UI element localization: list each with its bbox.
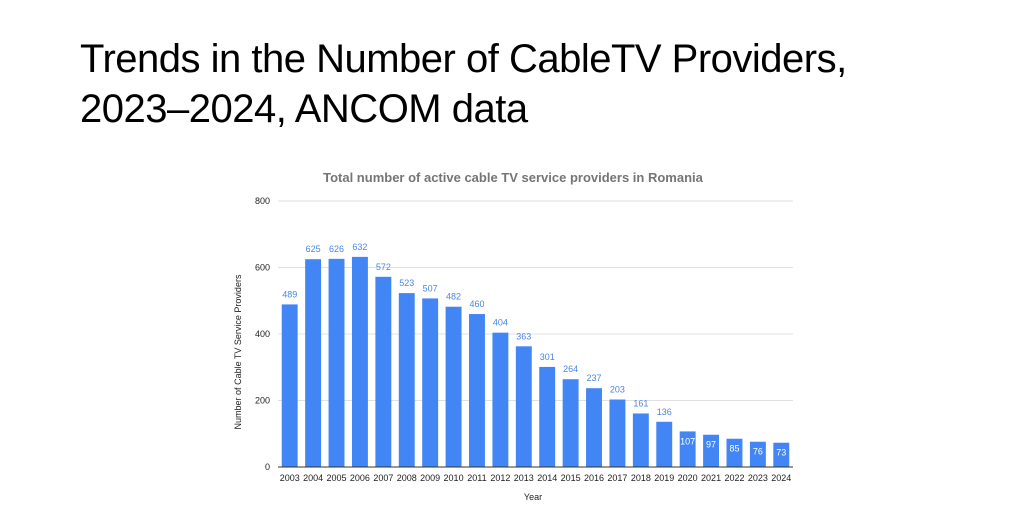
bar-chart-svg: Total number of active cable TV service … (233, 170, 793, 502)
x-tick-label: 2024 (771, 473, 791, 483)
data-label: 523 (399, 278, 414, 288)
x-tick-label: 2017 (607, 473, 627, 483)
bar (398, 293, 415, 467)
data-label: 489 (282, 289, 297, 299)
x-tick-label: 2008 (397, 473, 417, 483)
bar (586, 388, 602, 467)
bar (749, 441, 766, 467)
data-label: 572 (376, 262, 391, 272)
y-tick-label: 400 (255, 329, 270, 339)
data-label: 404 (493, 318, 508, 328)
bar (351, 256, 368, 467)
x-tick-label: 2019 (654, 473, 674, 483)
bar (679, 431, 696, 467)
x-tick-label: 2018 (631, 473, 651, 483)
bar (773, 442, 790, 467)
x-axis-label: Year (524, 492, 542, 502)
x-tick-label: 2021 (701, 473, 721, 483)
data-label: 73 (776, 448, 786, 458)
data-label: 507 (423, 283, 438, 293)
data-label: 460 (469, 299, 484, 309)
x-tick-label: 2012 (490, 473, 510, 483)
bar (375, 276, 392, 467)
y-axis-label: Number of Cable TV Service Providers (233, 274, 243, 429)
slide-title: Trends in the Number of CableTV Provider… (80, 34, 980, 134)
x-tick-label: 2022 (724, 473, 744, 483)
y-tick-label: 600 (255, 263, 270, 273)
x-tick-label: 2010 (444, 473, 464, 483)
data-label: 237 (587, 373, 602, 383)
bar (492, 332, 509, 467)
data-labels: 489 625 626 632 572 523 507 482 460 404 363 301 264 2… (282, 242, 786, 458)
x-tick-label: 2023 (748, 473, 768, 483)
bar (726, 438, 743, 467)
bar (469, 314, 485, 467)
data-label: 626 (329, 244, 344, 254)
y-tick-labels: 0 200 400 600 800 (255, 196, 270, 472)
data-label: 76 (753, 447, 763, 457)
bar (328, 258, 345, 467)
bar (445, 306, 462, 467)
x-tick-label: 2011 (467, 473, 486, 483)
data-label: 625 (306, 244, 321, 254)
bar (562, 379, 579, 467)
x-tick-label: 2014 (537, 473, 557, 483)
x-tick-label: 2006 (350, 473, 370, 483)
bar (281, 304, 298, 467)
y-tick-label: 0 (265, 462, 270, 472)
chart-title: Total number of active cable TV service … (323, 170, 704, 185)
data-label: 85 (729, 444, 739, 454)
data-label: 482 (446, 292, 461, 302)
bar (305, 259, 322, 467)
x-tick-labels: 2003 2004 2005 2006 2007 2008 2009 2010 2011 2012… (280, 473, 792, 483)
chart: Total number of active cable TV service … (225, 160, 805, 505)
data-label: 363 (516, 331, 531, 341)
x-tick-label: 2009 (420, 473, 440, 483)
x-tick-label: 2003 (280, 473, 300, 483)
slide-title-line-2: 2023–2024, ANCOM data (80, 87, 528, 131)
bar (609, 399, 626, 467)
bars (281, 256, 790, 467)
data-label: 97 (706, 440, 716, 450)
data-label: 136 (657, 407, 672, 417)
data-label: 161 (633, 398, 648, 408)
bar (703, 434, 720, 467)
slide-title-line-1: Trends in the Number of CableTV Provider… (80, 37, 847, 81)
y-tick-label: 800 (255, 196, 270, 206)
x-tick-label: 2016 (584, 473, 604, 483)
x-tick-label: 2007 (373, 473, 393, 483)
data-label: 301 (540, 352, 555, 362)
x-tick-label: 2020 (678, 473, 698, 483)
bar (515, 346, 532, 467)
x-tick-label: 2005 (327, 473, 347, 483)
data-label: 264 (563, 364, 578, 374)
bar (539, 366, 556, 467)
x-tick-label: 2015 (561, 473, 581, 483)
bar (422, 298, 439, 467)
data-label: 107 (680, 436, 695, 446)
x-tick-label: 2013 (514, 473, 534, 483)
bar (656, 421, 673, 467)
data-label: 632 (352, 242, 367, 252)
bar (632, 413, 649, 467)
y-tick-label: 200 (255, 396, 270, 406)
x-tick-label: 2004 (303, 473, 323, 483)
data-label: 203 (610, 385, 625, 395)
